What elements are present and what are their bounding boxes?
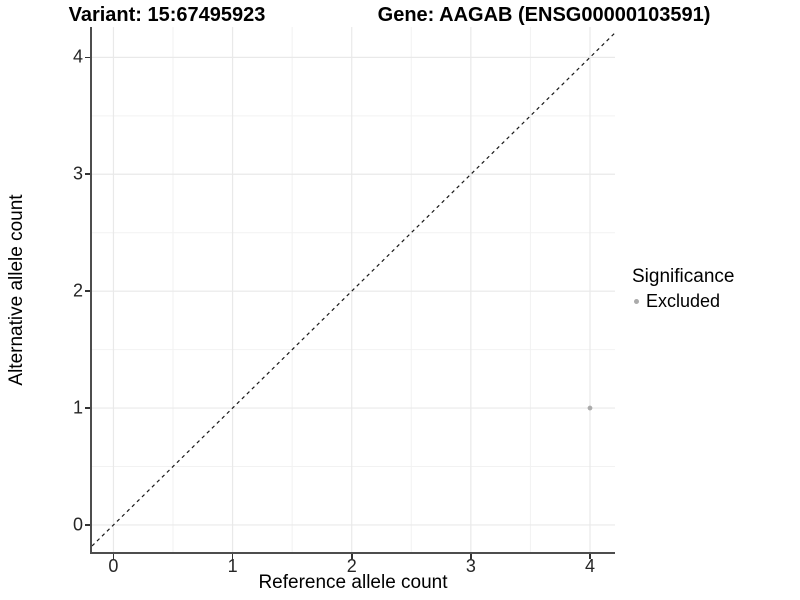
y-tick-mark bbox=[85, 56, 90, 59]
x-tick-label: 3 bbox=[465, 556, 476, 576]
legend-item-excluded: Excluded bbox=[630, 291, 734, 312]
y-tick-label: 2 bbox=[72, 280, 83, 301]
x-tick-label: 1 bbox=[227, 556, 238, 576]
x-tick-label: 0 bbox=[108, 556, 119, 576]
legend-title: Significance bbox=[632, 266, 735, 287]
y-tick-label: 4 bbox=[72, 46, 83, 67]
x-tick-mark bbox=[350, 554, 353, 559]
y-tick-label: 3 bbox=[72, 163, 83, 184]
x-tick-mark bbox=[231, 554, 234, 559]
y-tick-mark bbox=[85, 290, 90, 292]
plot-panel bbox=[92, 27, 615, 553]
y-tick-mark bbox=[85, 407, 90, 409]
data-point-excluded bbox=[587, 405, 593, 411]
x-axis-line bbox=[90, 552, 615, 554]
y-axis-title: Alternative allele count bbox=[6, 194, 27, 386]
y-tick-label: 0 bbox=[72, 514, 83, 535]
y-tick-mark bbox=[85, 524, 90, 526]
x-tick-label: 4 bbox=[584, 556, 595, 576]
identity-line bbox=[92, 32, 615, 547]
x-tick-mark bbox=[112, 554, 115, 559]
x-axis-title: Reference allele count bbox=[258, 572, 448, 593]
legend-item-label: Excluded bbox=[646, 291, 721, 311]
y-axis-line bbox=[90, 27, 92, 554]
y-tick-mark bbox=[85, 173, 90, 176]
circle-icon bbox=[634, 299, 639, 304]
variant-title: Variant: 15:67495923 bbox=[68, 4, 266, 26]
legend-items: Excluded bbox=[630, 291, 734, 312]
x-tick-mark bbox=[470, 554, 472, 559]
legend: Significance Excluded bbox=[630, 266, 734, 312]
x-tick-mark bbox=[589, 554, 591, 559]
x-tick-label: 2 bbox=[346, 556, 357, 576]
gene-title: Gene: AAGAB (ENSG00000103591) bbox=[377, 4, 711, 26]
y-tick-label: 1 bbox=[72, 397, 83, 418]
